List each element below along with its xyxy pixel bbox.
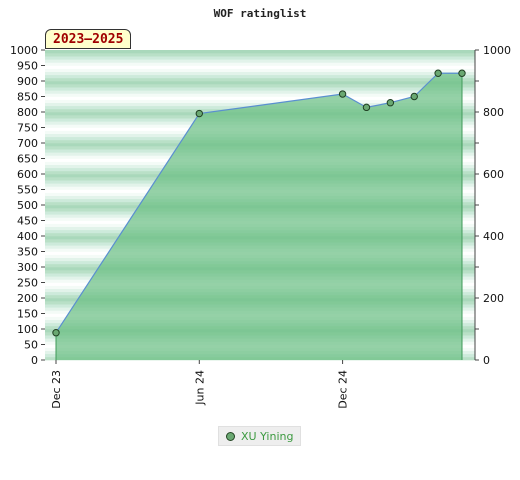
y-tick-label-left: 450 [17, 215, 38, 228]
y-tick-label-left: 500 [17, 199, 38, 212]
y-tick-label-left: 1000 [10, 44, 38, 57]
y-axis-right: 0 200 400 600 800 1000 [474, 44, 511, 367]
legend-label: XU Yining [241, 429, 294, 443]
background-band [45, 87, 475, 91]
data-point[interactable] [458, 69, 466, 77]
background-band [45, 81, 475, 85]
x-tick-label: Dec 24 [337, 370, 350, 409]
background-band [45, 84, 475, 88]
y-tick-label-left: 550 [17, 184, 38, 197]
data-point[interactable] [52, 329, 60, 337]
data-point[interactable] [362, 103, 371, 112]
y-tick-label-left: 200 [17, 292, 38, 305]
y-tick-label-left: 0 [31, 354, 38, 367]
data-points [52, 69, 466, 337]
y-tick-label-right: 800 [483, 106, 504, 119]
x-axis: Dec 23 Jun 24 Dec 24 [50, 360, 350, 409]
y-tick-label-left: 850 [17, 91, 38, 104]
y-tick-label-left: 700 [17, 137, 38, 150]
y-tick-label-right: 400 [483, 230, 504, 243]
period-badge: 2023–2025 [45, 29, 132, 49]
background-band [45, 65, 475, 69]
background-band [45, 99, 475, 103]
background-band [45, 96, 475, 100]
y-tick-label-right: 600 [483, 168, 504, 181]
chart-title: WOF ratinglist [214, 7, 307, 20]
background-band [45, 93, 475, 97]
background-band [45, 62, 475, 66]
y-tick-label-right: 1000 [483, 44, 511, 57]
y-tick-label-left: 150 [17, 308, 38, 321]
background-band [45, 71, 475, 76]
y-tick-label-left: 250 [17, 277, 38, 290]
y-tick-label-left: 800 [17, 106, 38, 119]
y-tick-label-left: 600 [17, 168, 38, 181]
background-band [45, 56, 475, 60]
data-point[interactable] [386, 99, 395, 107]
y-axis-left: 0 50 100 150 200 250 300 350 400 450 500 550 600 650 7… [10, 44, 45, 367]
rating-line [55, 72, 462, 334]
background-band [45, 74, 475, 79]
y-tick-label-right: 200 [483, 292, 504, 305]
y-tick-label-right: 0 [483, 354, 490, 367]
background-band [45, 102, 475, 107]
background-band [45, 68, 475, 72]
rating-area [56, 73, 462, 360]
y-tick-label-left: 650 [17, 153, 38, 166]
data-point[interactable] [410, 92, 418, 101]
y-tick-label-left: 50 [24, 339, 38, 352]
data-point[interactable] [338, 90, 347, 98]
area-edges [55, 73, 463, 360]
background-band [45, 53, 475, 57]
y-tick-label-left: 950 [17, 60, 38, 73]
background-band [45, 59, 475, 63]
y-tick-label-left: 900 [17, 75, 38, 88]
legend[interactable]: XU Yining [218, 426, 302, 446]
x-tick-label: Jun 24 [193, 370, 206, 406]
y-tick-label-left: 350 [17, 246, 38, 259]
y-tick-label-left: 400 [17, 230, 38, 243]
y-tick-label-left: 750 [17, 122, 38, 135]
background-band [45, 50, 475, 54]
data-point[interactable] [434, 69, 442, 77]
data-point[interactable] [195, 109, 203, 118]
y-tick-label-left: 100 [17, 323, 38, 336]
x-tick-label: Dec 23 [50, 370, 63, 409]
background-band [45, 77, 475, 82]
background-band [45, 90, 475, 94]
legend-marker-icon [226, 431, 235, 441]
y-tick-label-left: 300 [17, 261, 38, 274]
